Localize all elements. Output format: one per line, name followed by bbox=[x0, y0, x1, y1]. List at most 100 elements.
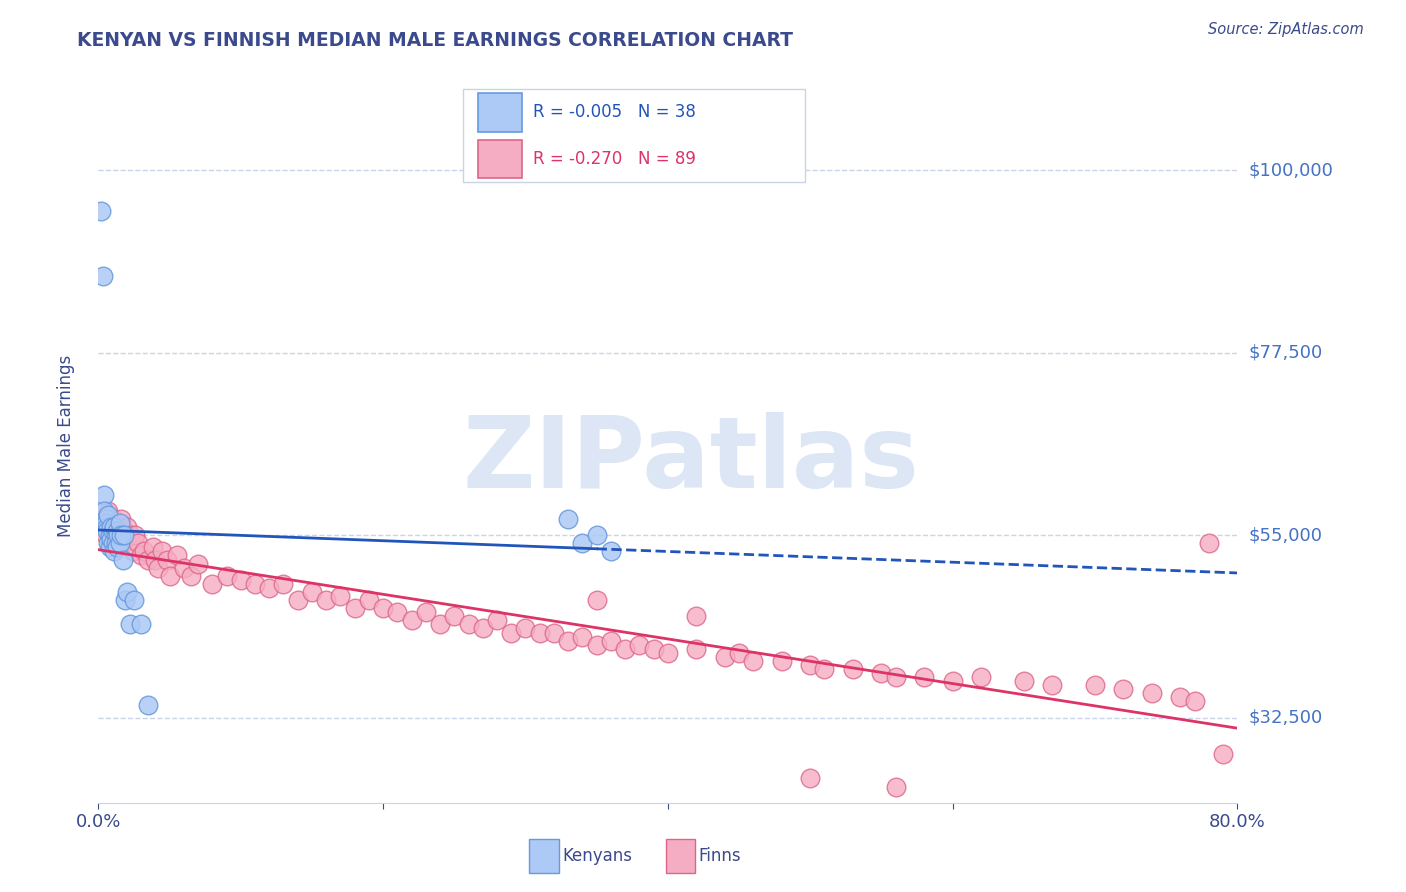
FancyBboxPatch shape bbox=[529, 839, 558, 873]
Point bbox=[571, 536, 593, 550]
Point bbox=[121, 544, 143, 558]
Point bbox=[129, 549, 152, 563]
Point bbox=[273, 577, 295, 591]
Text: $32,500: $32,500 bbox=[1249, 708, 1323, 727]
Point bbox=[98, 536, 121, 550]
Point bbox=[105, 524, 128, 538]
Point bbox=[166, 549, 188, 563]
Point bbox=[145, 552, 167, 566]
Point bbox=[1012, 674, 1035, 689]
Point bbox=[107, 528, 129, 542]
Point bbox=[728, 646, 751, 660]
Point bbox=[259, 581, 281, 595]
Point bbox=[97, 504, 120, 518]
Point bbox=[501, 625, 523, 640]
Point bbox=[127, 536, 149, 550]
Point bbox=[557, 512, 579, 526]
Point bbox=[108, 528, 131, 542]
Point bbox=[842, 662, 865, 676]
Point bbox=[884, 780, 907, 794]
Point bbox=[742, 654, 765, 668]
Point bbox=[557, 633, 579, 648]
Point bbox=[970, 670, 993, 684]
Point bbox=[132, 544, 155, 558]
Point bbox=[159, 568, 181, 582]
Point bbox=[90, 203, 112, 218]
FancyBboxPatch shape bbox=[478, 139, 522, 178]
Point bbox=[870, 666, 893, 681]
Point bbox=[628, 638, 651, 652]
Text: R = -0.270   N = 89: R = -0.270 N = 89 bbox=[533, 150, 696, 168]
Point bbox=[357, 593, 380, 607]
Point bbox=[93, 504, 115, 518]
Point bbox=[443, 609, 465, 624]
Point bbox=[415, 605, 437, 619]
Point bbox=[471, 622, 494, 636]
Point bbox=[115, 520, 138, 534]
Point bbox=[643, 641, 665, 656]
Point bbox=[457, 617, 479, 632]
Text: Finns: Finns bbox=[699, 847, 741, 865]
Point bbox=[600, 633, 623, 648]
Point bbox=[136, 698, 159, 713]
Point bbox=[373, 601, 395, 615]
Point bbox=[614, 641, 637, 656]
Point bbox=[229, 573, 252, 587]
Point bbox=[111, 552, 134, 566]
Point bbox=[108, 536, 131, 550]
Point bbox=[401, 613, 423, 627]
Text: Source: ZipAtlas.com: Source: ZipAtlas.com bbox=[1208, 22, 1364, 37]
Point bbox=[486, 613, 509, 627]
Text: $100,000: $100,000 bbox=[1249, 161, 1333, 179]
Point bbox=[112, 528, 135, 542]
Point bbox=[942, 674, 965, 689]
Point bbox=[1184, 694, 1206, 708]
Point bbox=[1084, 678, 1107, 692]
Point bbox=[1212, 747, 1234, 761]
Point bbox=[114, 593, 136, 607]
Text: Kenyans: Kenyans bbox=[562, 847, 631, 865]
Point bbox=[91, 512, 114, 526]
Point bbox=[770, 654, 793, 668]
Point bbox=[118, 528, 141, 542]
Text: $77,500: $77,500 bbox=[1249, 343, 1323, 362]
Point bbox=[110, 528, 132, 542]
Point bbox=[124, 528, 146, 542]
Point bbox=[301, 585, 323, 599]
Text: ZIPatlas: ZIPatlas bbox=[463, 412, 920, 508]
FancyBboxPatch shape bbox=[478, 93, 522, 132]
Point bbox=[101, 536, 124, 550]
Point bbox=[136, 552, 159, 566]
Point bbox=[685, 641, 707, 656]
Point bbox=[103, 524, 125, 538]
Point bbox=[329, 589, 352, 603]
Point bbox=[97, 508, 120, 522]
Point bbox=[287, 593, 309, 607]
Point bbox=[685, 609, 707, 624]
Point bbox=[108, 516, 131, 530]
Point bbox=[112, 524, 135, 538]
Point bbox=[122, 593, 145, 607]
Point bbox=[148, 560, 170, 574]
Point bbox=[100, 520, 122, 534]
Point bbox=[585, 528, 607, 542]
Point bbox=[101, 524, 124, 538]
Point bbox=[714, 649, 737, 664]
Point bbox=[315, 593, 337, 607]
Point bbox=[98, 541, 121, 555]
FancyBboxPatch shape bbox=[463, 89, 804, 182]
Point bbox=[152, 544, 174, 558]
Point bbox=[201, 577, 224, 591]
Point bbox=[799, 657, 821, 672]
Point bbox=[799, 772, 821, 786]
Point bbox=[215, 568, 238, 582]
Point bbox=[103, 544, 125, 558]
Point bbox=[96, 524, 118, 538]
Point bbox=[813, 662, 835, 676]
Y-axis label: Median Male Earnings: Median Male Earnings bbox=[56, 355, 75, 537]
Point bbox=[105, 541, 128, 555]
Point bbox=[129, 617, 152, 632]
Point bbox=[115, 585, 138, 599]
Point bbox=[91, 268, 114, 283]
Point bbox=[387, 605, 409, 619]
